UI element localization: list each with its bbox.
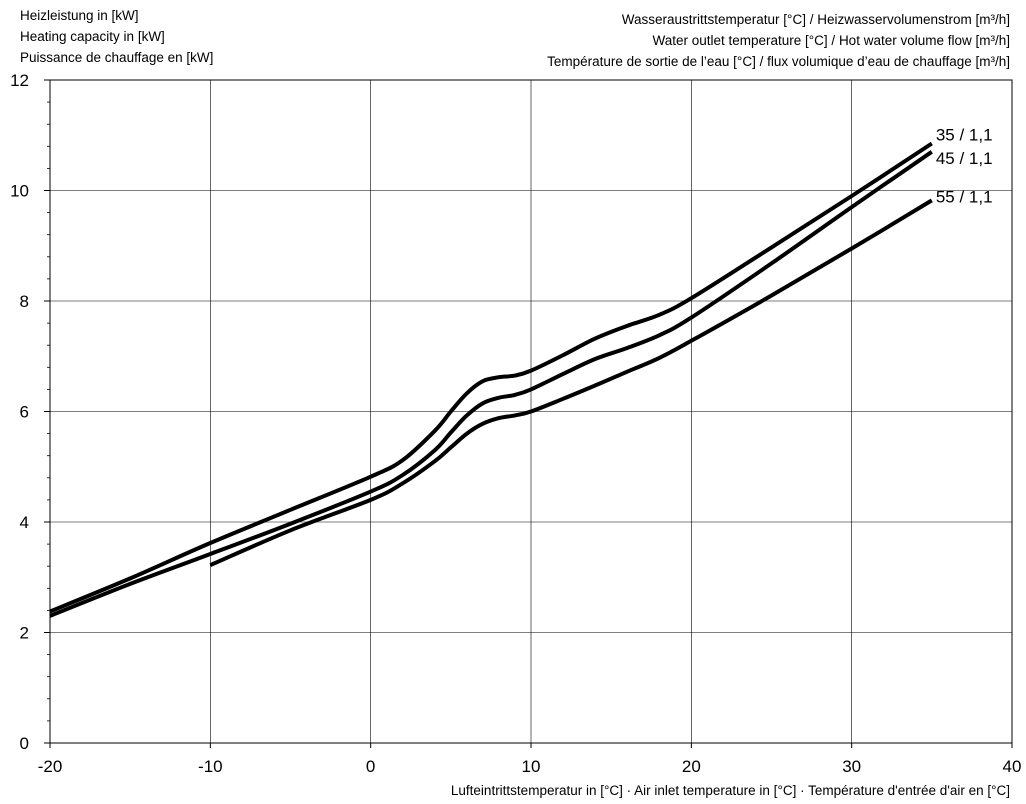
series-label: 55 / 1,1 bbox=[936, 187, 993, 206]
series-line bbox=[209, 198, 933, 567]
series-labels: 35 / 1,1 45 / 1,1 55 / 1,1 bbox=[936, 126, 993, 207]
series-line bbox=[49, 150, 933, 618]
x-axis-title: Lufteintrittstemperatur in [°C] · Air in… bbox=[450, 783, 1010, 798]
y-tick-label: 2 bbox=[20, 624, 29, 643]
y-tick-label: 4 bbox=[20, 513, 29, 532]
series-label: 45 / 1,1 bbox=[936, 149, 993, 168]
axis-ticks: -20 -10 0 10 20 30 40 0 2 4 6 8 10 12 bbox=[10, 71, 1021, 776]
x-tick-label: -10 bbox=[198, 757, 223, 776]
y-tick-label: 8 bbox=[20, 292, 29, 311]
y-axis-title-de: Heizleistung in [kW] bbox=[20, 8, 139, 23]
y-tick-label: 6 bbox=[20, 403, 29, 422]
x-tick-label: 40 bbox=[1003, 757, 1022, 776]
y-tick-label: 10 bbox=[10, 182, 29, 201]
x-tick-label: -20 bbox=[38, 757, 63, 776]
y-tick-label: 0 bbox=[20, 734, 29, 753]
series-lines bbox=[49, 141, 933, 618]
y-axis-title-en: Heating capacity in [kW] bbox=[20, 29, 165, 44]
x-tick-label: 0 bbox=[366, 757, 375, 776]
y-axis-title-fr: Puissance de chauffage en [kW] bbox=[20, 50, 214, 65]
legend-title-en: Water outlet temperature [°C] / Hot wate… bbox=[652, 33, 1010, 48]
legend-title-fr: Température de sortie de l’eau [°C] / fl… bbox=[547, 54, 1010, 69]
legend-title-de: Wasseraustrittstemperatur [°C] / Heizwas… bbox=[621, 12, 1010, 27]
legend-title: Wasseraustrittstemperatur [°C] / Heizwas… bbox=[547, 9, 1010, 72]
x-tick-label: 20 bbox=[682, 757, 701, 776]
series-label: 35 / 1,1 bbox=[936, 126, 993, 145]
series-line bbox=[49, 141, 933, 614]
x-tick-label: 30 bbox=[842, 757, 861, 776]
y-tick-label: 12 bbox=[10, 71, 29, 90]
x-tick-label: 10 bbox=[522, 757, 541, 776]
y-axis-title: Heizleistung in [kW] Heating capacity in… bbox=[20, 5, 213, 68]
